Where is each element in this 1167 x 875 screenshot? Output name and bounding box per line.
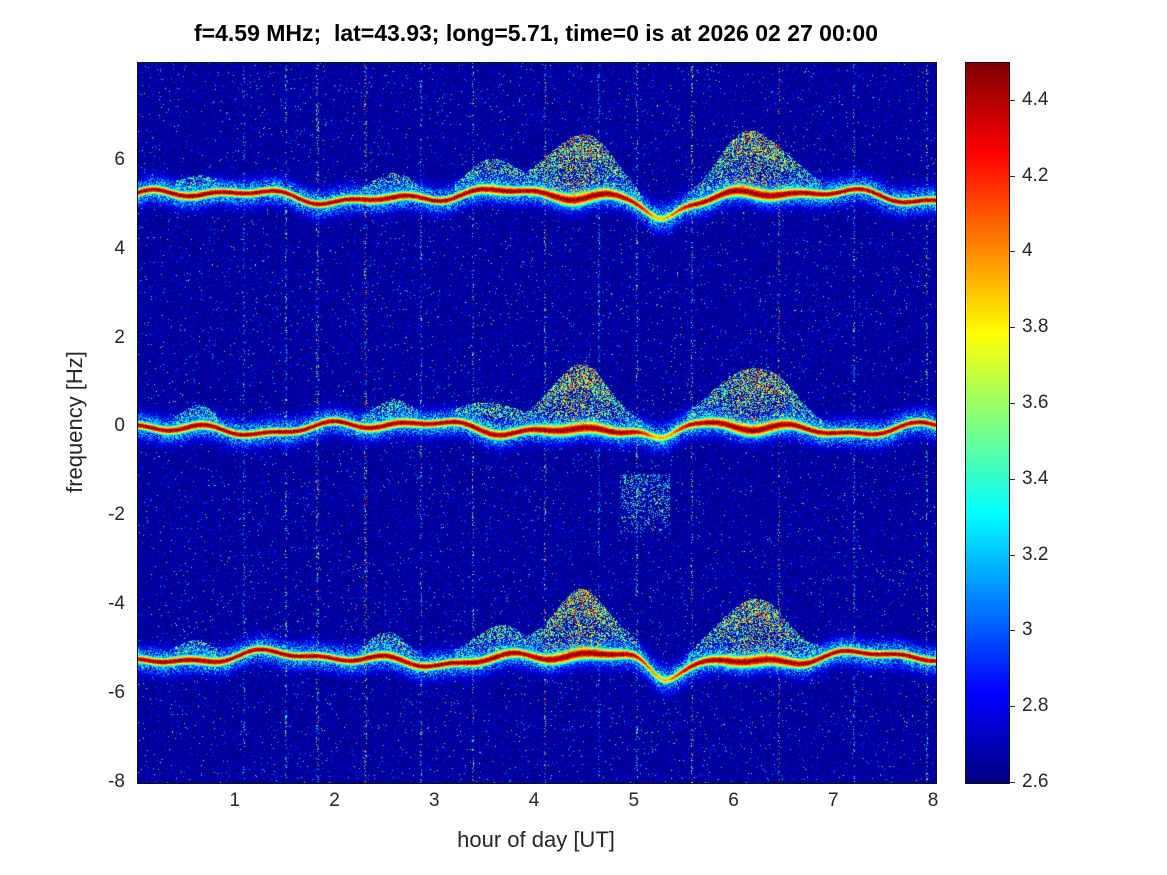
colorbar-tick-label: 4.2 (1022, 164, 1049, 186)
colorbar-tick-mark (1009, 630, 1015, 632)
x-tick-label: 4 (528, 790, 540, 811)
x-tick-label: 1 (229, 790, 241, 811)
colorbar-tick-label: 3.6 (1022, 392, 1049, 414)
x-axis-label: hour of day [UT] (457, 827, 615, 852)
colorbar-tick-label: 3 (1022, 619, 1033, 641)
colorbar-tick-mark (1009, 706, 1015, 708)
y-tick-label: 2 (114, 326, 125, 348)
y-tick-label: 4 (114, 237, 125, 259)
colorbar-tick-mark (1009, 403, 1015, 405)
x-tick-label: 8 (927, 790, 939, 811)
colorbar-tick-label: 4 (1022, 240, 1033, 262)
x-tick-label: 7 (827, 790, 839, 811)
colorbar-tick-label: 2.8 (1022, 695, 1049, 717)
colorbar-tick-mark (1009, 175, 1015, 177)
colorbar-tick-label: 3.4 (1022, 467, 1049, 489)
colorbar-tick-label: 2.6 (1022, 771, 1049, 792)
colorbar-tick-label: 4.4 (1022, 88, 1049, 110)
x-tick-label: 6 (728, 790, 739, 811)
y-tick-label: -8 (108, 771, 125, 792)
colorbar-tick-mark (1009, 478, 1015, 480)
y-tick-label: 0 (114, 415, 125, 437)
y-tick-label: -2 (108, 504, 125, 526)
y-tick-label: 6 (114, 148, 125, 170)
colorbar-tick-mark (1009, 99, 1015, 101)
heatmap-canvas (137, 62, 937, 784)
chart-title: f=4.59 MHz; lat=43.93; long=5.71, time=0… (194, 20, 878, 46)
colorbar-tick-label: 3.8 (1022, 316, 1049, 338)
y-tick-label: -4 (108, 593, 125, 615)
x-tick-label: 3 (428, 790, 440, 811)
colorbar-canvas (965, 62, 1010, 784)
colorbar-tick-mark (1009, 782, 1015, 783)
x-tick-label: 2 (329, 790, 340, 811)
y-tick-label: -6 (108, 682, 125, 704)
x-tick-label: 5 (628, 790, 640, 811)
colorbar-tick-mark (1009, 327, 1015, 329)
colorbar-tick-mark (1009, 251, 1015, 253)
colorbar-tick-mark (1009, 554, 1015, 556)
colorbar-tick-label: 3.2 (1022, 543, 1049, 565)
